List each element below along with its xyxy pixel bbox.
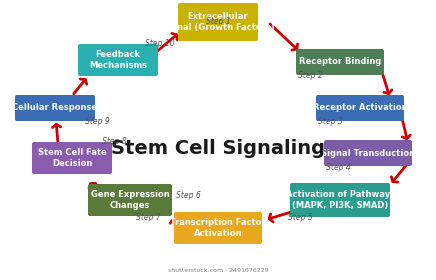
Text: Activation of Pathways
(MAPK, PI3K, SMAD): Activation of Pathways (MAPK, PI3K, SMAD… <box>286 190 395 210</box>
Text: Step 3: Step 3 <box>317 118 342 127</box>
FancyBboxPatch shape <box>78 44 158 76</box>
Text: Signal Transduction: Signal Transduction <box>321 148 415 157</box>
Text: Transcription Factor
Activation: Transcription Factor Activation <box>170 218 266 238</box>
Text: Gene Expression
Changes: Gene Expression Changes <box>91 190 169 210</box>
Text: Cellular Response: Cellular Response <box>13 104 98 113</box>
Text: Receptor Binding: Receptor Binding <box>299 57 381 67</box>
Text: Feedback
Mechanisms: Feedback Mechanisms <box>89 50 147 70</box>
Text: Step 4: Step 4 <box>326 162 351 171</box>
Text: Step 8: Step 8 <box>102 137 126 146</box>
FancyBboxPatch shape <box>15 95 95 121</box>
Text: Step 9: Step 9 <box>85 118 109 127</box>
Text: Step 5: Step 5 <box>288 213 312 223</box>
Text: Step 6: Step 6 <box>176 192 201 200</box>
Text: Receptor Activation: Receptor Activation <box>313 104 407 113</box>
FancyBboxPatch shape <box>174 212 262 244</box>
FancyBboxPatch shape <box>178 3 258 41</box>
Text: Step 2: Step 2 <box>298 71 322 81</box>
FancyBboxPatch shape <box>316 95 404 121</box>
Text: Extracellular
Signal (Growth Factors): Extracellular Signal (Growth Factors) <box>162 12 274 32</box>
Text: shutterstock.com · 2491676229: shutterstock.com · 2491676229 <box>167 267 269 272</box>
FancyBboxPatch shape <box>290 183 390 217</box>
FancyBboxPatch shape <box>296 49 384 75</box>
Text: Step 10: Step 10 <box>145 39 175 48</box>
FancyBboxPatch shape <box>324 140 412 166</box>
Text: Stem Cell Fate
Decision: Stem Cell Fate Decision <box>37 148 106 168</box>
FancyBboxPatch shape <box>32 142 112 174</box>
Text: Step 1: Step 1 <box>206 17 230 27</box>
Text: Step 7: Step 7 <box>136 213 160 223</box>
FancyBboxPatch shape <box>88 184 172 216</box>
Text: Stem Cell Signaling: Stem Cell Signaling <box>111 139 325 157</box>
